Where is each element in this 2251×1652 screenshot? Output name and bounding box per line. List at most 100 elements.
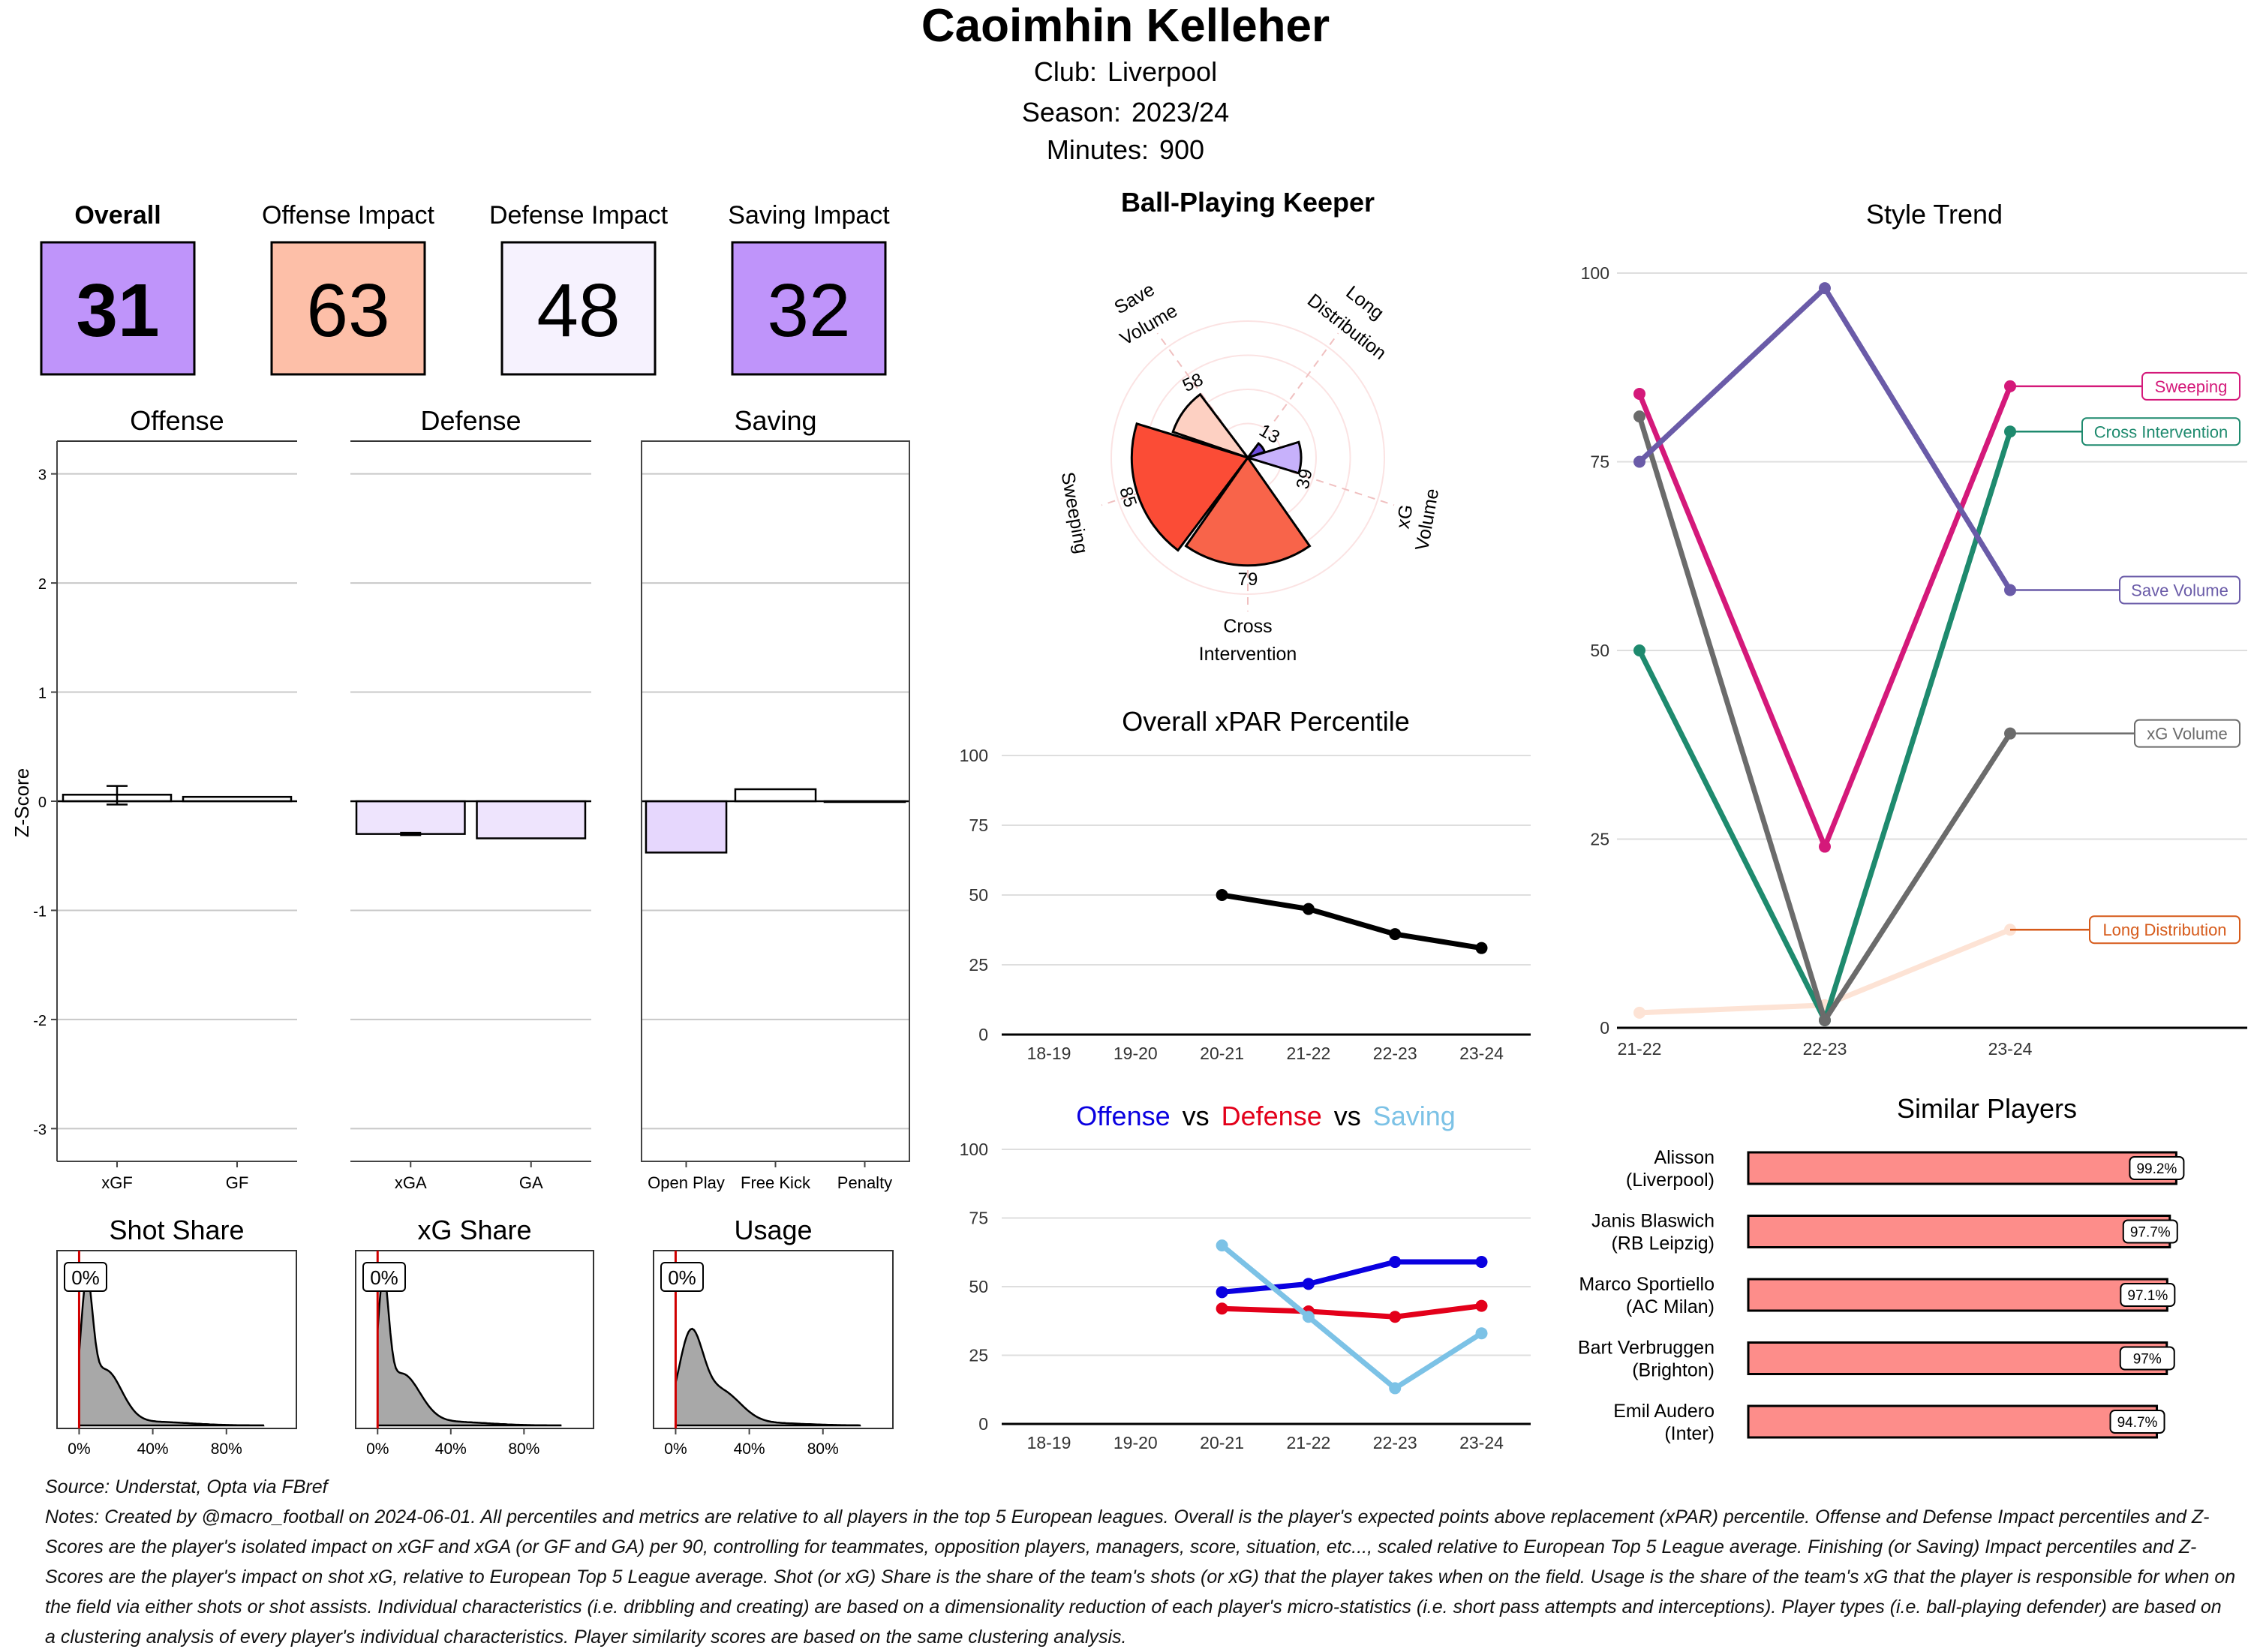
similar-player-team: (Liverpool): [1626, 1170, 1715, 1191]
similar-value-label: 94.7%: [2117, 1415, 2158, 1431]
ods-title-part: vs: [1183, 1101, 1210, 1131]
line-x-tick-label: 19-20: [1113, 1044, 1158, 1063]
share-x-tick-label: 80%: [807, 1440, 839, 1458]
line-x-tick-label: 20-21: [1200, 1433, 1244, 1452]
radar-label-sweeping: Sweeping: [1057, 470, 1092, 555]
series-line-offense: [1222, 1259, 1482, 1295]
similar-player-name: Alisson: [1654, 1147, 1715, 1168]
z-panel-title: Defense: [420, 405, 521, 436]
season-line: Season: 2023/24: [1022, 97, 1229, 128]
radar-label-xg: xG: [1393, 503, 1417, 530]
radar-spoke: [1290, 470, 1395, 506]
radar-slice-cross-intervention: [1184, 455, 1312, 567]
z-category-label: xGA: [395, 1173, 427, 1192]
line-x-tick-label: 18-19: [1027, 1433, 1071, 1452]
z-bar-free-kick: [734, 788, 817, 803]
radar-title: Ball-Playing Keeper: [1121, 187, 1375, 218]
style-point: [1633, 644, 1645, 656]
share-value-label: 0%: [71, 1266, 100, 1289]
radar-label-cross: Cross: [1223, 616, 1272, 637]
radar-value: 39: [1293, 467, 1317, 491]
line-x-tick-label: 21-22: [1286, 1044, 1330, 1063]
score-box: [500, 241, 657, 376]
score-box: [40, 241, 196, 376]
style-label-box: [2141, 371, 2240, 401]
style-y-tick-label: 25: [1590, 830, 1609, 849]
radar-label-xg: Volume: [1411, 487, 1443, 552]
share-title: xG Share: [417, 1215, 531, 1245]
z-tick-label: 0: [38, 794, 47, 811]
share-x-tick-label: 40%: [137, 1440, 169, 1458]
minutes-line-value: 900: [1159, 134, 1204, 165]
series-point-offense: [1475, 1256, 1488, 1269]
similar-title: Similar Players: [1897, 1093, 2077, 1124]
ods-title-part: Defense: [1222, 1101, 1322, 1131]
style-label-box: [2089, 915, 2240, 945]
style-y-tick-label: 100: [1581, 263, 1609, 283]
style-series-label: Cross Intervention: [2094, 422, 2228, 441]
share-x-tick-label: 0%: [366, 1440, 389, 1458]
score-box: [731, 241, 887, 376]
line-x-tick-label: 23-24: [1459, 1044, 1504, 1063]
score-label: Saving Impact: [728, 201, 890, 230]
share-density: [675, 1327, 861, 1427]
z-tick-label: 3: [38, 467, 47, 484]
style-series-label: Sweeping: [2155, 377, 2228, 396]
series-point-overall: [1389, 928, 1402, 941]
z-panel-title: Offense: [130, 405, 224, 436]
radar-ring: [1110, 320, 1385, 595]
series-point-saving: [1216, 1239, 1228, 1252]
style-y-tick-label: 75: [1590, 452, 1609, 472]
ods-title: Offense vs Defense vs Saving: [1076, 1101, 1456, 1131]
z-category-label: Penalty: [837, 1173, 892, 1192]
z-category-label: xGF: [101, 1173, 133, 1192]
ods-title-part: Offense: [1076, 1101, 1170, 1131]
style-y-tick-label: 50: [1590, 641, 1609, 660]
share-value-box: [362, 1262, 406, 1292]
similar-value-box: [2129, 1156, 2185, 1180]
z-tick-label: -1: [33, 903, 47, 920]
style-point: [1819, 840, 1831, 853]
series-point-saving: [1389, 1382, 1402, 1395]
line-y-tick-label: 0: [978, 1414, 988, 1434]
z-tick-label: -3: [33, 1122, 47, 1138]
score-label: Overall: [74, 201, 161, 230]
similar-bar: [1747, 1278, 2168, 1312]
line-x-tick-label: 19-20: [1113, 1433, 1158, 1452]
z-category-label: GA: [519, 1173, 543, 1192]
similar-value-box: [2122, 1219, 2178, 1244]
style-trend-title: Style Trend: [1866, 199, 2003, 230]
similar-value-box: [2120, 1283, 2176, 1307]
line-y-tick-label: 75: [969, 1209, 988, 1228]
series-point-overall: [1216, 889, 1228, 901]
score-value: 63: [306, 269, 389, 353]
score-value: 31: [76, 269, 159, 353]
radar-slice-xg-volume: [1243, 440, 1303, 475]
share-title: Shot Share: [109, 1215, 244, 1245]
series-line-defense: [1222, 1303, 1482, 1320]
style-x-tick-label: 22-23: [1803, 1039, 1847, 1059]
similar-value-label: 99.2%: [2136, 1161, 2177, 1177]
source-line: Source: Understat, Opta via FBref: [45, 1476, 328, 1497]
z-axis-label: Z-Score: [11, 768, 33, 837]
line-y-tick-label: 50: [969, 885, 988, 905]
style-point: [1819, 1014, 1831, 1026]
style-label-box: [2081, 417, 2240, 446]
share-value-label: 0%: [668, 1266, 696, 1289]
score-value: 32: [767, 269, 850, 353]
radar-slice-sweeping: [1130, 422, 1250, 552]
radar-value: 79: [1238, 569, 1258, 590]
line-x-tick-label: 23-24: [1459, 1433, 1504, 1452]
series-point-defense: [1475, 1299, 1488, 1312]
series-point-offense: [1389, 1256, 1402, 1269]
similar-bar: [1747, 1215, 2171, 1248]
similar-player-name: Emil Audero: [1613, 1401, 1715, 1422]
similar-player-name: Janis Blaswich: [1591, 1211, 1715, 1232]
z-tick-label: 2: [38, 576, 47, 593]
line-y-tick-label: 75: [969, 815, 988, 835]
share-value-box: [64, 1262, 107, 1292]
style-series-label: Save Volume: [2131, 581, 2228, 600]
club-line-label: Club:: [1034, 56, 1097, 87]
